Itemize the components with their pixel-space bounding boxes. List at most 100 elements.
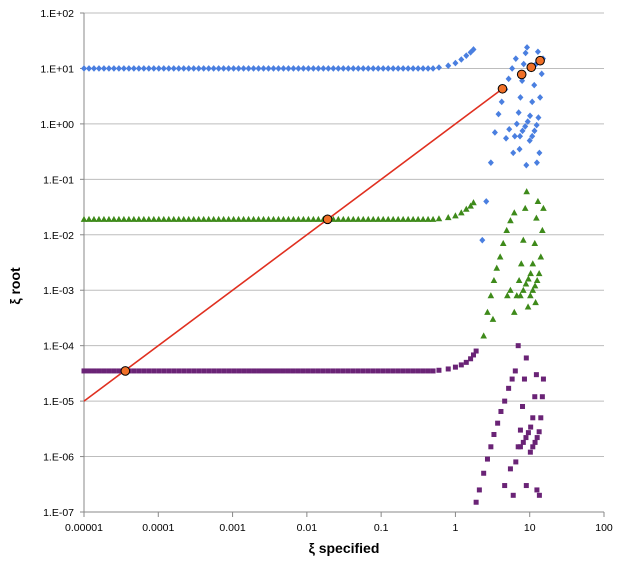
- intersection-point: [322, 214, 333, 225]
- series-3-point: [360, 368, 366, 374]
- series-2-point: [180, 215, 188, 222]
- series-1-point: [140, 65, 147, 72]
- series-2-point: [235, 215, 242, 222]
- series-1-point: [110, 65, 117, 72]
- series-2-point: [245, 215, 252, 222]
- series-2-point: [409, 215, 417, 222]
- series-3-point: [241, 368, 247, 374]
- series-3-point: [405, 368, 411, 374]
- series-1-point: [523, 161, 530, 169]
- series-3-point: [91, 368, 97, 374]
- series-2-point: [404, 215, 412, 222]
- series-3-point: [506, 385, 512, 391]
- series-1-point: [533, 121, 540, 129]
- intersection-point: [535, 55, 545, 66]
- series-2-point: [369, 215, 377, 222]
- series-2-point: [349, 215, 357, 222]
- series-2-point: [537, 253, 545, 260]
- series-1-point: [405, 65, 412, 72]
- series-2-point: [525, 275, 532, 282]
- series-2-point: [452, 212, 459, 219]
- series-1-point: [90, 65, 97, 72]
- x-tick-label: 0.001: [219, 522, 245, 534]
- series-1-point: [517, 132, 524, 140]
- series-3-point: [256, 368, 262, 374]
- series-3-point: [375, 368, 381, 374]
- series-2-point: [170, 215, 178, 222]
- series-3-point: [251, 368, 257, 374]
- series-1-point: [522, 123, 529, 130]
- series-3-point: [266, 368, 272, 374]
- series-1-point: [200, 65, 207, 72]
- series-2-point: [531, 239, 539, 246]
- series-3-point: [536, 429, 542, 435]
- series-3-point: [523, 355, 529, 361]
- series-3-point: [507, 466, 513, 472]
- series-1-point: [85, 65, 92, 72]
- series-3-point: [395, 368, 401, 374]
- series-3-point: [305, 368, 311, 374]
- series-1-point: [415, 65, 422, 72]
- series-1-point: [170, 65, 177, 72]
- series-1-point: [175, 65, 182, 72]
- series-2-point: [105, 215, 113, 222]
- series-1-point: [536, 149, 543, 157]
- series-3-point: [146, 368, 152, 374]
- series-3-point: [468, 356, 474, 362]
- series-2-point: [520, 236, 527, 243]
- series-2-point: [480, 332, 487, 339]
- series-3-point: [510, 492, 516, 498]
- series-1-point: [325, 65, 332, 72]
- series-3-point: [246, 368, 252, 374]
- y-tick-label: 1.E-02: [43, 230, 74, 242]
- series-1-point: [505, 75, 512, 83]
- series-1-point: [380, 65, 387, 72]
- series-3-point: [502, 398, 508, 404]
- series-3-point: [527, 449, 533, 455]
- series-1-point: [534, 48, 541, 56]
- series-1-point: [420, 65, 427, 72]
- series-1-point: [270, 65, 277, 72]
- series-3-point: [370, 368, 376, 374]
- series-1-point: [445, 62, 452, 70]
- series-3-point: [473, 348, 479, 354]
- x-tick-label: 100: [595, 522, 613, 534]
- series-3-point: [226, 368, 232, 374]
- series-2-point: [487, 292, 495, 299]
- series-1-point: [135, 65, 142, 72]
- series-3-point: [315, 368, 321, 374]
- series-2-point: [539, 226, 546, 233]
- series-3-point: [523, 435, 529, 441]
- series-3-point: [236, 368, 242, 374]
- series-1-point: [230, 65, 237, 72]
- series-3-point: [410, 368, 416, 374]
- series-2-point: [285, 215, 292, 222]
- series-1-point: [524, 44, 531, 51]
- series-2-point: [295, 215, 302, 222]
- series-3-point: [166, 368, 172, 374]
- series-1-point: [255, 65, 262, 72]
- series-2-point: [115, 215, 123, 222]
- series-2-point: [275, 215, 282, 222]
- series-1-point: [165, 65, 172, 72]
- series-3-point: [186, 368, 192, 374]
- series-1-point: [285, 65, 292, 72]
- series-2-point: [145, 215, 153, 222]
- series-1-point: [220, 65, 227, 72]
- series-1-point: [520, 60, 527, 68]
- series-2-point: [515, 276, 523, 284]
- series-2-point: [496, 253, 504, 260]
- series-1-point: [511, 132, 518, 140]
- series-2-point: [265, 215, 272, 222]
- series-1-point: [115, 65, 122, 72]
- y-tick-label: 1.E+01: [40, 63, 74, 75]
- series-3-point: [201, 368, 207, 374]
- series-1-point: [95, 65, 102, 72]
- series-1-point: [410, 65, 417, 72]
- series-1-point: [526, 137, 533, 144]
- series-2-point: [310, 215, 317, 222]
- series-3-point: [380, 368, 386, 374]
- series-3-point: [523, 483, 529, 489]
- series-1-point: [516, 145, 523, 153]
